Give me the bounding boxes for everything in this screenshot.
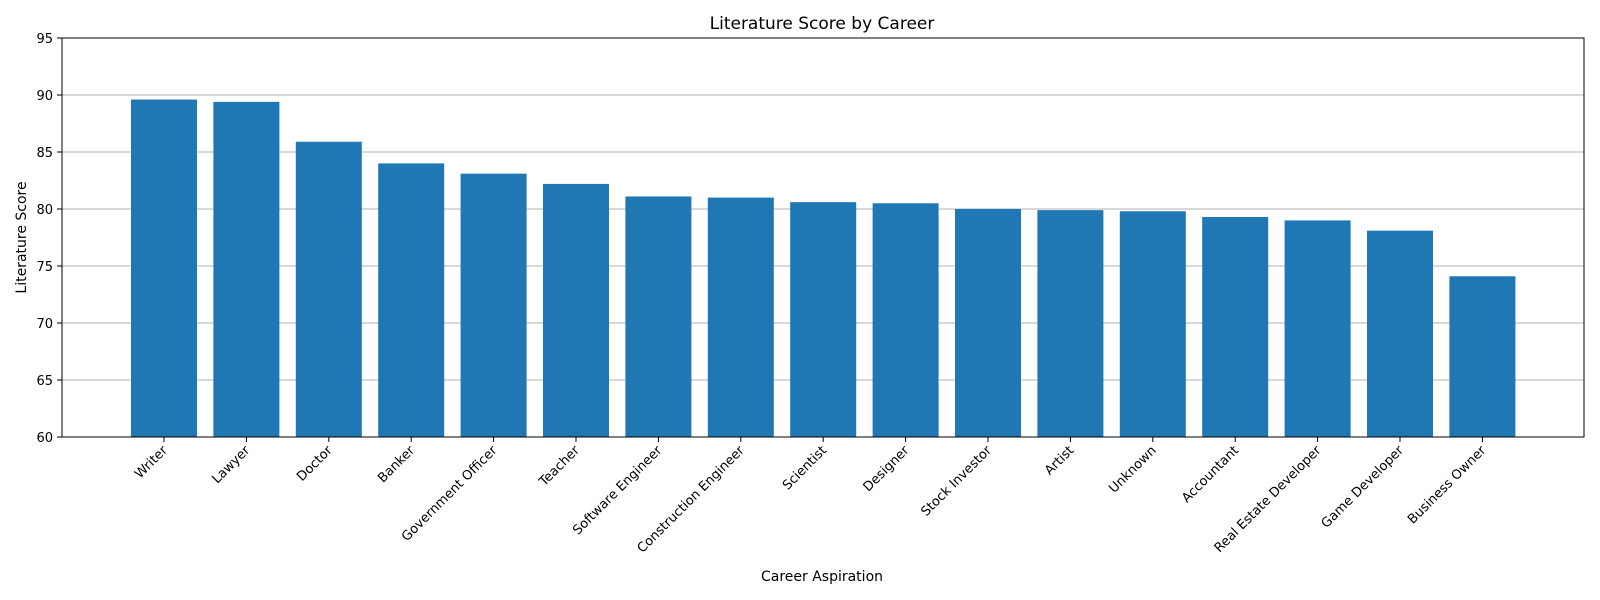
x-tick-label: Game Developer [1319,443,1408,532]
x-tick-label: Doctor [294,443,336,485]
bar-lawyer [213,101,280,437]
x-tick-label: Lawyer [209,443,253,487]
bar-stock-investor [955,209,1021,437]
x-tick-label: Unknown [1106,443,1159,496]
x-tick-label: Accountant [1179,443,1242,506]
bar-banker [378,163,445,437]
bar-designer [872,203,939,437]
bar-artist [1037,210,1104,437]
bar-business-owner [1449,276,1516,437]
bar-government-officer [460,173,527,437]
bar-game-developer [1367,230,1433,437]
bar-scientist [790,202,857,437]
y-tick-label: 65 [36,374,53,389]
y-tick-label: 90 [36,89,53,104]
x-tick-label: Government Officer [399,443,501,545]
x-tick-label: Designer [861,443,913,495]
bar-teacher [543,183,609,437]
x-tick-label: Writer [132,443,171,482]
x-tick-label: Stock Investor [918,443,995,520]
x-tick-label: Banker [375,443,418,486]
x-tick-label: Scientist [780,443,830,493]
x-tick-label: Artist [1042,443,1077,478]
y-tick-label: 75 [36,260,53,275]
bar-construction-engineer [707,197,774,437]
x-tick-label: Teacher [536,443,583,490]
y-tick-label: 95 [36,32,53,47]
x-tick-label: Software Engineer [570,443,665,538]
bars [131,99,1516,438]
x-tick-label: Business Owner [1405,443,1490,528]
bar-doctor [295,141,362,438]
y-tick-label: 85 [36,146,53,161]
bar-writer [131,99,197,437]
y-tick-label: 80 [36,203,53,218]
bar-accountant [1202,216,1269,437]
y-tick-label: 60 [36,431,53,446]
bar-unknown [1119,211,1186,437]
bar-software-engineer [625,196,692,437]
y-tick-label: 70 [36,317,53,332]
chart-title: Literature Score by Career [710,14,935,34]
x-axis-label: Career Aspiration [761,569,883,585]
y-axis-label: Literature Score [14,181,30,293]
bar-real-estate-developer [1284,220,1351,437]
y-axis: 60 65 70 75 80 85 90 95 [36,32,62,446]
